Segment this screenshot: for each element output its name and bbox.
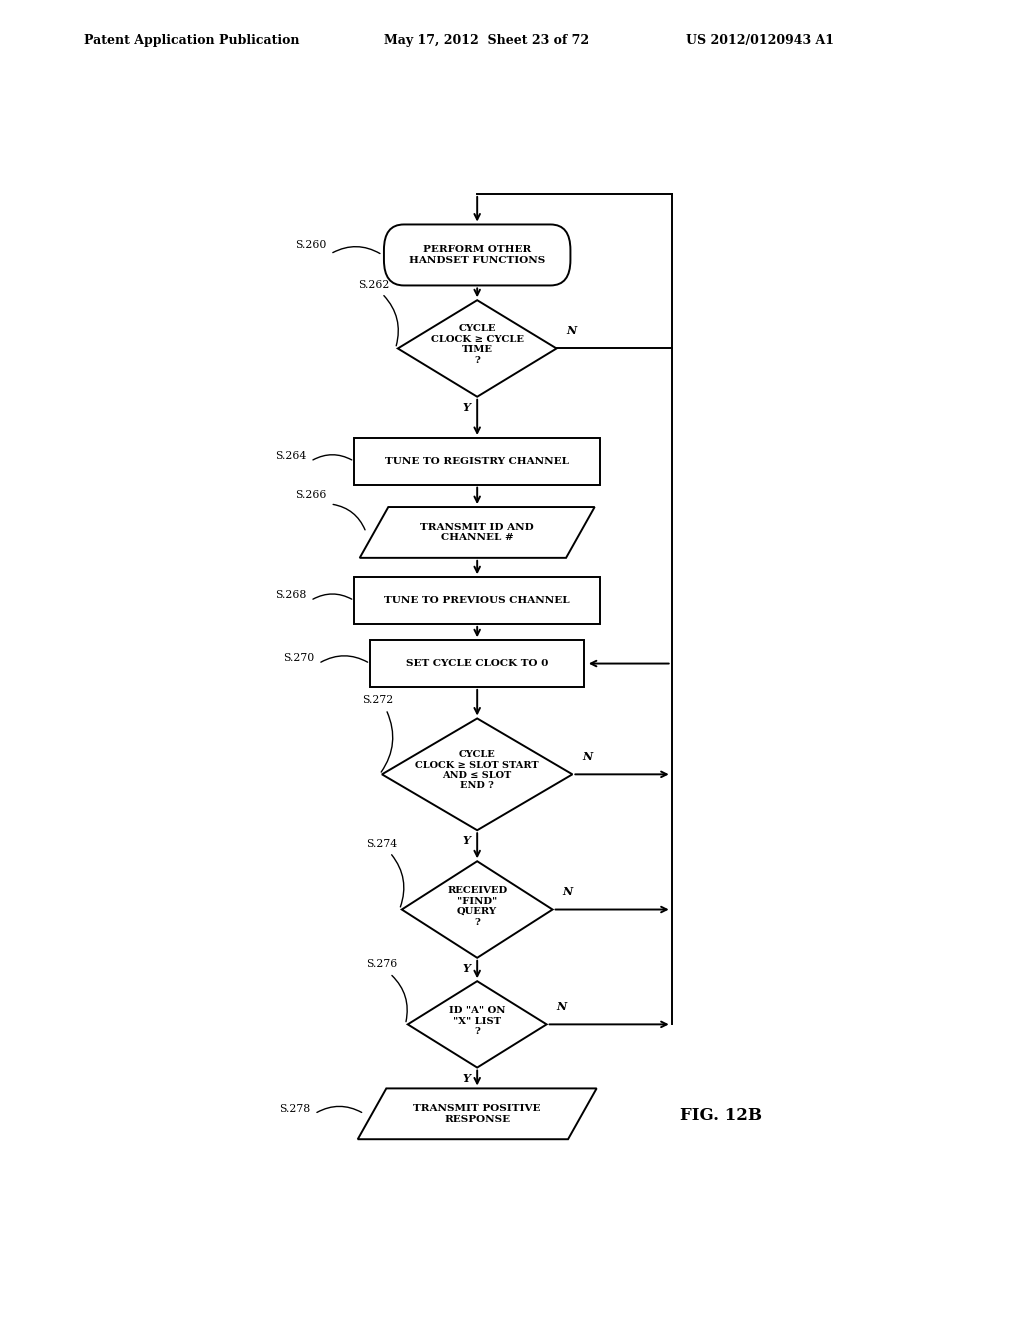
Text: TRANSMIT POSITIVE
RESPONSE: TRANSMIT POSITIVE RESPONSE xyxy=(414,1104,541,1123)
Text: N: N xyxy=(556,1001,566,1012)
Text: CYCLE
CLOCK ≥ SLOT START
AND ≤ SLOT
END ?: CYCLE CLOCK ≥ SLOT START AND ≤ SLOT END … xyxy=(416,750,539,791)
Text: May 17, 2012  Sheet 23 of 72: May 17, 2012 Sheet 23 of 72 xyxy=(384,33,589,46)
Text: US 2012/0120943 A1: US 2012/0120943 A1 xyxy=(686,33,835,46)
Polygon shape xyxy=(408,981,547,1068)
Text: Y: Y xyxy=(462,1073,470,1084)
Text: PERFORM OTHER
HANDSET FUNCTIONS: PERFORM OTHER HANDSET FUNCTIONS xyxy=(409,246,546,264)
Polygon shape xyxy=(357,1089,597,1139)
Text: SET CYCLE CLOCK TO 0: SET CYCLE CLOCK TO 0 xyxy=(406,659,549,668)
Text: S.268: S.268 xyxy=(275,590,306,601)
Text: S.270: S.270 xyxy=(284,653,314,664)
Text: S.262: S.262 xyxy=(358,280,389,289)
Text: TRANSMIT ID AND
CHANNEL #: TRANSMIT ID AND CHANNEL # xyxy=(420,523,535,543)
Text: S.266: S.266 xyxy=(295,490,327,500)
Text: S.272: S.272 xyxy=(362,696,393,705)
Polygon shape xyxy=(397,300,557,397)
Text: N: N xyxy=(562,886,572,898)
Text: S.264: S.264 xyxy=(275,451,306,461)
Text: Y: Y xyxy=(462,401,470,413)
Text: N: N xyxy=(582,751,592,762)
Text: TUNE TO REGISTRY CHANNEL: TUNE TO REGISTRY CHANNEL xyxy=(385,457,569,466)
Text: S.260: S.260 xyxy=(295,240,327,249)
Polygon shape xyxy=(359,507,595,558)
Text: TUNE TO PREVIOUS CHANNEL: TUNE TO PREVIOUS CHANNEL xyxy=(384,597,570,605)
Bar xyxy=(370,640,585,686)
FancyBboxPatch shape xyxy=(384,224,570,285)
Bar xyxy=(354,438,600,484)
Text: Y: Y xyxy=(462,962,470,974)
Text: RECEIVED
"FIND"
QUERY
?: RECEIVED "FIND" QUERY ? xyxy=(447,886,507,927)
Text: Y: Y xyxy=(462,836,470,846)
Text: Patent Application Publication: Patent Application Publication xyxy=(84,33,299,46)
Text: S.276: S.276 xyxy=(367,960,397,969)
Polygon shape xyxy=(401,861,553,958)
Text: FIG. 12B: FIG. 12B xyxy=(680,1107,762,1125)
Text: S.274: S.274 xyxy=(367,838,397,849)
Text: CYCLE
CLOCK ≥ CYCLE
TIME
?: CYCLE CLOCK ≥ CYCLE TIME ? xyxy=(431,325,523,364)
Polygon shape xyxy=(382,718,572,830)
Text: ID "A" ON
"X" LIST
?: ID "A" ON "X" LIST ? xyxy=(449,1006,506,1036)
Text: S.278: S.278 xyxy=(280,1104,310,1114)
Bar xyxy=(354,577,600,624)
Text: N: N xyxy=(566,325,577,337)
